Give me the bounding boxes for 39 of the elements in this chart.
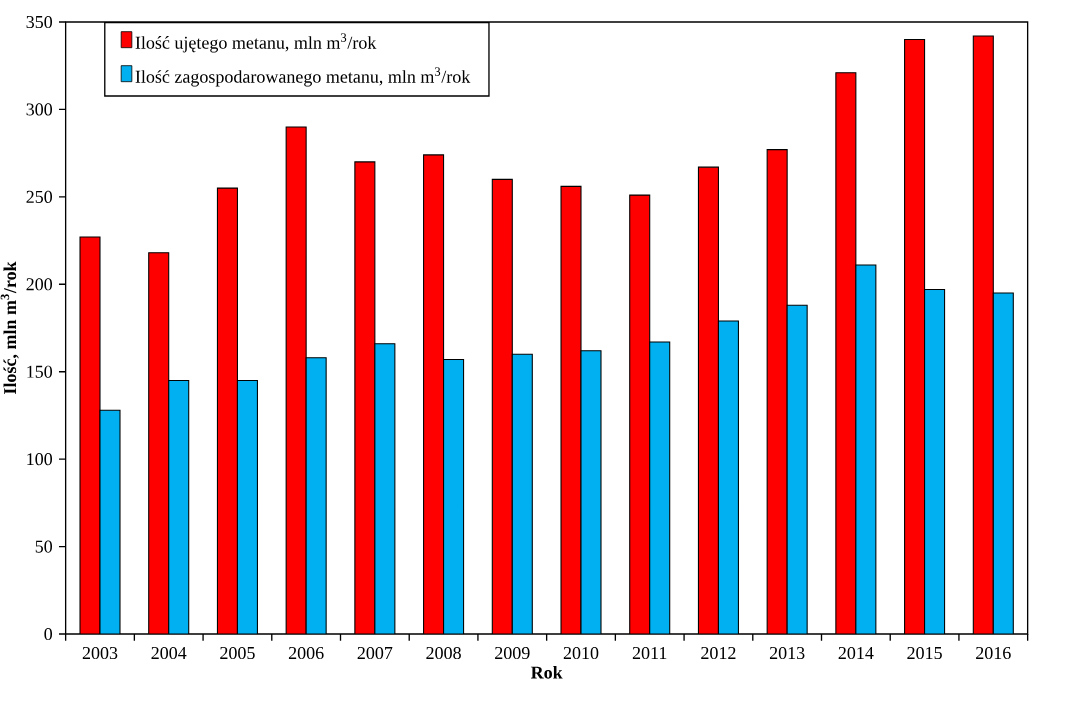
y-tick-label: 300 (26, 103, 53, 116)
bar (305, 357, 327, 634)
y-tick-label: 100 (27, 453, 53, 466)
bar (236, 379, 258, 634)
x-tick-label: 2013 (769, 646, 805, 660)
bar (168, 379, 190, 634)
bar (649, 341, 671, 634)
x-tick-label: 2004 (151, 646, 187, 660)
y-tick-label: 150 (27, 365, 53, 378)
y-tick-label: 50 (35, 540, 53, 553)
x-tick-label: 2003 (82, 646, 118, 660)
x-tick-label: 2015 (907, 646, 942, 660)
x-tick-label: 2006 (288, 646, 324, 660)
bar (511, 353, 533, 634)
bar (855, 264, 877, 634)
y-tick-label: 350 (26, 15, 53, 29)
bar (992, 292, 1014, 634)
x-tick-label: 2007 (357, 646, 393, 660)
y-tick-label: 0 (44, 627, 53, 641)
bar (374, 343, 396, 634)
bar (580, 350, 602, 634)
x-axis-title: Rok (530, 666, 563, 679)
bar (924, 288, 946, 634)
bar (443, 358, 465, 634)
bar (717, 320, 739, 634)
x-tick-label: 2014 (838, 646, 874, 660)
x-tick-label: 2011 (632, 646, 667, 660)
x-tick-label: 2010 (563, 646, 599, 660)
legend-label: Ilość zagospodarowanego metanu, mln m$^{3}$/rok (135, 67, 471, 87)
x-tick-label: 2009 (495, 646, 530, 660)
y-axis-title: Ilość, mln m$^{3}$/rok (0, 261, 19, 394)
x-tick-label: 2008 (426, 646, 461, 660)
y-tick-label: 250 (26, 190, 53, 203)
bar (786, 304, 808, 634)
legend-label: Ilość ujętego metanu, mln m$^{3}$/rok (135, 33, 377, 53)
x-tick-label: 2012 (701, 646, 736, 660)
x-tick-label: 2005 (220, 646, 255, 660)
y-tick-label: 200 (26, 278, 53, 291)
x-tick-label: 2016 (976, 646, 1011, 660)
